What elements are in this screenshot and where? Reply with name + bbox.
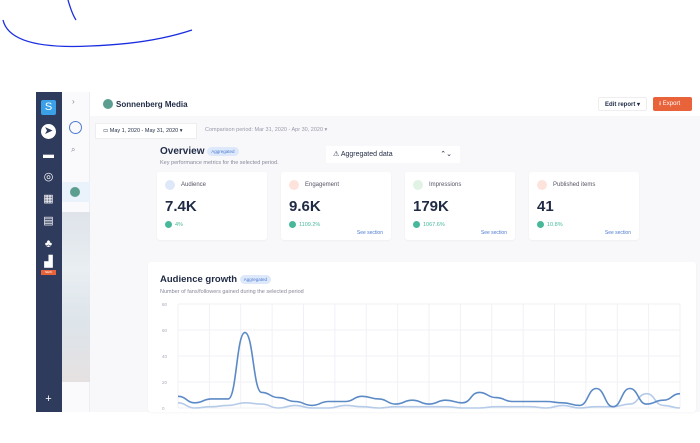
- expand-icon[interactable]: ›: [72, 97, 75, 106]
- trend-up-icon: [413, 221, 420, 228]
- kpi-label: Published items: [553, 182, 596, 188]
- date-range-label: May 1, 2020 - May 31, 2020: [109, 128, 179, 134]
- audience-growth-card: Audience growth Aggregated Number of fan…: [148, 262, 696, 412]
- report-icon[interactable]: [69, 121, 82, 134]
- trend-up-icon: [537, 221, 544, 228]
- comparison-period[interactable]: Comparison period: Mar 31, 2020 - Apr 30…: [205, 127, 328, 133]
- inbox-icon[interactable]: ▬: [43, 149, 54, 161]
- pen-scribble: [2, 0, 193, 48]
- add-icon[interactable]: +: [45, 393, 52, 405]
- new-badge: NEW: [41, 270, 56, 275]
- date-range-picker[interactable]: ▭ May 1, 2020 - May 31, 2020 ▾: [95, 123, 197, 139]
- see-section-link[interactable]: See section: [480, 230, 507, 236]
- kpi-value: 9.6K: [289, 198, 321, 215]
- kpi-value: 7.4K: [165, 198, 197, 215]
- trend-up-icon: [289, 221, 296, 228]
- send-icon[interactable]: ➤: [41, 124, 56, 139]
- series-line: [177, 392, 681, 409]
- growth-subtitle: Number of fans/followers gained during t…: [160, 289, 304, 295]
- kpi-card: Engagement 9.6K 1109.2% See section: [281, 172, 391, 240]
- kpi-label: Audience: [181, 182, 207, 188]
- kpi-icon: [289, 180, 299, 190]
- kpi-value: 179K: [413, 198, 449, 215]
- aggregated-badge: Aggregated: [207, 146, 239, 156]
- profile-item[interactable]: [62, 182, 90, 202]
- kpi-change: 1067.6%: [423, 222, 445, 228]
- growth-title: Audience growth Aggregated: [160, 274, 271, 285]
- listening-icon[interactable]: ◎: [43, 171, 54, 183]
- y-tick-label: 80: [162, 302, 168, 307]
- aggregated-data-select[interactable]: ⚠ Aggregated data ⌃⌄: [326, 146, 460, 163]
- y-tick-label: 0: [162, 406, 165, 411]
- profile-list-blurred: [62, 212, 90, 382]
- kpi-value: 41: [537, 198, 554, 215]
- select-label: Aggregated data: [340, 151, 393, 158]
- kpi-card: Published items 41 10.8% See section: [529, 172, 639, 240]
- see-section-link[interactable]: See section: [356, 230, 383, 236]
- kpi-change: 4%: [175, 222, 183, 228]
- main-content: Sonnenberg Media Edit report ▾ ⭳ Export …: [90, 92, 700, 412]
- see-section-link[interactable]: See section: [604, 230, 631, 236]
- top-bar: Sonnenberg Media Edit report ▾ ⭳ Export: [90, 92, 700, 116]
- kpi-icon: [537, 180, 547, 190]
- kpi-label: Impressions: [429, 182, 462, 188]
- reports-icon[interactable]: ▟: [44, 256, 53, 268]
- trend-up-icon: [165, 221, 172, 228]
- secondary-sidebar: › ⌕: [62, 92, 90, 412]
- page-title: Sonnenberg Media: [116, 100, 188, 109]
- tasks-icon[interactable]: ▤: [43, 215, 54, 227]
- workspace-avatar[interactable]: S: [41, 100, 56, 115]
- kpi-icon: [165, 180, 175, 190]
- overview-subtitle: Key performance metrics for the selected…: [160, 160, 279, 166]
- overview-title: Overview Aggregated: [160, 146, 239, 157]
- y-tick-label: 40: [162, 354, 168, 359]
- y-tick-label: 20: [162, 380, 168, 385]
- y-tick-label: 60: [162, 328, 168, 333]
- kpi-label: Engagement: [305, 182, 340, 188]
- brand-logo: [103, 99, 113, 109]
- series-line: [177, 331, 681, 408]
- aggregated-badge: Aggregated: [239, 274, 271, 284]
- sidebar: S ➤ ▬ ◎ ▦ ▤ ♣ ▟ NEW +: [36, 92, 62, 412]
- chevron-down-icon[interactable]: ⌃⌄: [440, 151, 452, 158]
- search-icon[interactable]: ⌕: [71, 145, 76, 154]
- comparison-label: Comparison period: Mar 31, 2020 - Apr 30…: [205, 127, 324, 133]
- kpi-change: 10.8%: [547, 222, 563, 228]
- kpi-card: Impressions 179K 1067.6% See section: [405, 172, 515, 240]
- export-button[interactable]: ⭳ Export: [653, 97, 692, 111]
- kpi-change: 1109.2%: [299, 222, 321, 228]
- export-label: Export: [662, 101, 681, 107]
- kpi-icon: [413, 180, 423, 190]
- edit-report-button[interactable]: Edit report ▾: [598, 97, 648, 111]
- kpi-card: Audience 7.4K 4%: [157, 172, 267, 240]
- people-icon[interactable]: ♣: [44, 238, 53, 250]
- audience-growth-chart: 0 20 40 60 80: [162, 302, 681, 411]
- calendar-icon[interactable]: ▦: [43, 193, 54, 205]
